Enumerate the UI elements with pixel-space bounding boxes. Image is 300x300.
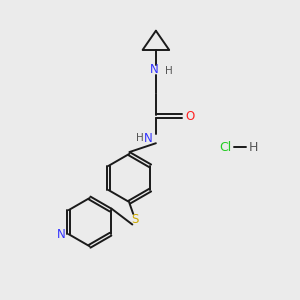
Text: S: S [131,213,138,226]
Text: O: O [185,110,195,123]
Text: H: H [136,133,144,143]
Text: N: N [150,63,159,76]
Text: Cl: Cl [219,141,231,154]
Text: H: H [165,66,173,76]
Text: N: N [57,228,66,241]
Text: H: H [249,141,258,154]
Text: N: N [144,132,153,145]
